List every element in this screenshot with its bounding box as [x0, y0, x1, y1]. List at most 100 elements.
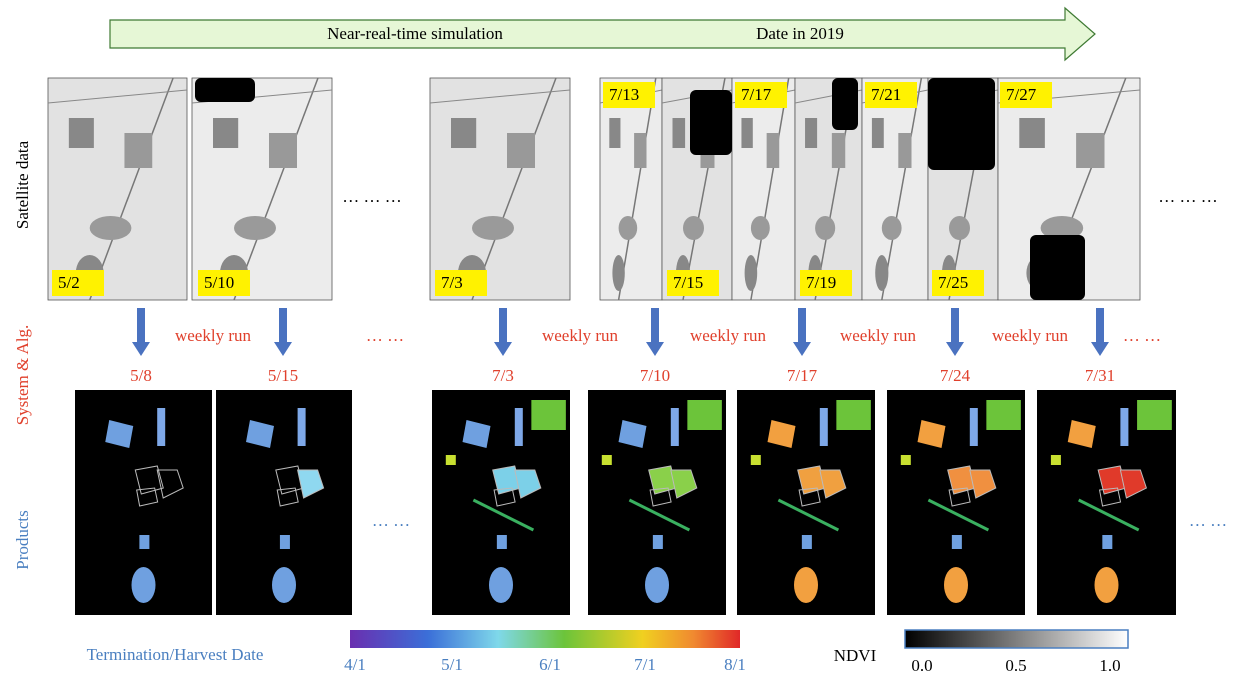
product-image	[737, 390, 875, 615]
down-arrow	[494, 308, 512, 356]
satellite-image	[48, 78, 187, 300]
satellite-image	[192, 78, 332, 300]
satellite-image	[600, 78, 662, 300]
ellipsis: … … …	[342, 187, 402, 206]
field	[298, 408, 306, 446]
field	[741, 118, 752, 148]
run-date: 5/8	[130, 366, 152, 385]
weekly-run-label: weekly run	[992, 326, 1069, 345]
image-bg	[600, 78, 662, 300]
cloud-mask	[832, 78, 858, 130]
image-bg	[192, 78, 332, 300]
weekly-run-label: weekly run	[840, 326, 917, 345]
field	[653, 535, 663, 549]
weekly-run-label: weekly run	[542, 326, 619, 345]
field	[157, 408, 165, 446]
field	[815, 216, 835, 240]
product-image	[588, 390, 726, 615]
colorbar-tick-label: 4/1	[344, 655, 366, 674]
field	[272, 567, 296, 603]
date-tag-label: 7/27	[1006, 85, 1037, 104]
image-bg	[862, 78, 928, 300]
field	[124, 133, 152, 168]
cloud-mask	[195, 78, 255, 102]
run-date: 5/15	[268, 366, 298, 385]
field	[836, 400, 871, 430]
image-bg	[430, 78, 570, 300]
figure: Near-real-time simulation Date in 2019 S…	[0, 0, 1233, 680]
field	[1076, 133, 1104, 168]
image-bg	[732, 78, 795, 300]
down-arrow	[274, 308, 292, 356]
run-date: 7/24	[940, 366, 971, 385]
field	[1095, 567, 1119, 603]
down-arrow	[132, 308, 150, 356]
ndvi-colorbar	[905, 630, 1128, 648]
ellipsis: … …	[1189, 511, 1227, 530]
date-tag-label: 7/13	[609, 85, 639, 104]
field	[90, 216, 132, 240]
field	[872, 118, 884, 148]
timeline-date-label: Date in 2019	[756, 24, 844, 43]
field	[634, 133, 646, 168]
date-tag-label: 7/3	[441, 273, 463, 292]
field	[507, 133, 535, 168]
legend-title: Termination/Harvest Date	[87, 645, 264, 664]
field	[515, 408, 523, 446]
down-arrow	[946, 308, 964, 356]
product-image	[1037, 390, 1176, 615]
field	[751, 455, 761, 465]
row-label: Products	[13, 510, 32, 570]
field	[139, 535, 149, 549]
run-date: 7/31	[1085, 366, 1115, 385]
product-image	[432, 390, 570, 615]
colorbar-tick-label: 0.0	[911, 656, 932, 675]
image-bg	[48, 78, 187, 300]
run-date: 7/17	[787, 366, 818, 385]
date-tag-label: 7/19	[806, 273, 836, 292]
field	[451, 118, 476, 148]
ellipsis: … …	[366, 326, 404, 345]
timeline-label: Near-real-time simulation	[327, 24, 503, 43]
field	[213, 118, 238, 148]
weekly-run-label: weekly run	[690, 326, 767, 345]
field	[132, 567, 156, 603]
field	[645, 567, 669, 603]
field	[472, 216, 514, 240]
satellite-image	[862, 78, 928, 300]
field	[673, 118, 686, 148]
timeline-arrow	[110, 8, 1095, 60]
weekly-run-label: weekly run	[175, 326, 252, 345]
field	[901, 455, 911, 465]
field	[1137, 400, 1172, 430]
down-arrow	[646, 308, 664, 356]
field	[949, 216, 970, 240]
satellite-image	[732, 78, 795, 300]
cloud-mask	[928, 78, 995, 170]
field	[619, 216, 638, 240]
colorbar-tick-label: 0.5	[1005, 656, 1026, 675]
cloud-mask	[1030, 235, 1085, 300]
field	[751, 216, 770, 240]
product-image	[216, 390, 352, 615]
field	[1051, 455, 1061, 465]
field	[802, 535, 812, 549]
product-image	[75, 390, 212, 615]
field	[986, 400, 1021, 430]
field	[489, 567, 513, 603]
field	[820, 408, 828, 446]
date-tag-label: 5/2	[58, 273, 80, 292]
field	[1120, 408, 1128, 446]
field	[531, 400, 566, 430]
field	[1019, 118, 1045, 148]
field	[446, 455, 456, 465]
run-date: 7/10	[640, 366, 670, 385]
field	[602, 455, 612, 465]
ellipsis: … … …	[1158, 187, 1218, 206]
field	[898, 133, 911, 168]
colorbar-tick-label: 5/1	[441, 655, 463, 674]
colorbar-tick-label: 8/1	[724, 655, 746, 674]
field	[767, 133, 780, 168]
field	[832, 133, 845, 168]
